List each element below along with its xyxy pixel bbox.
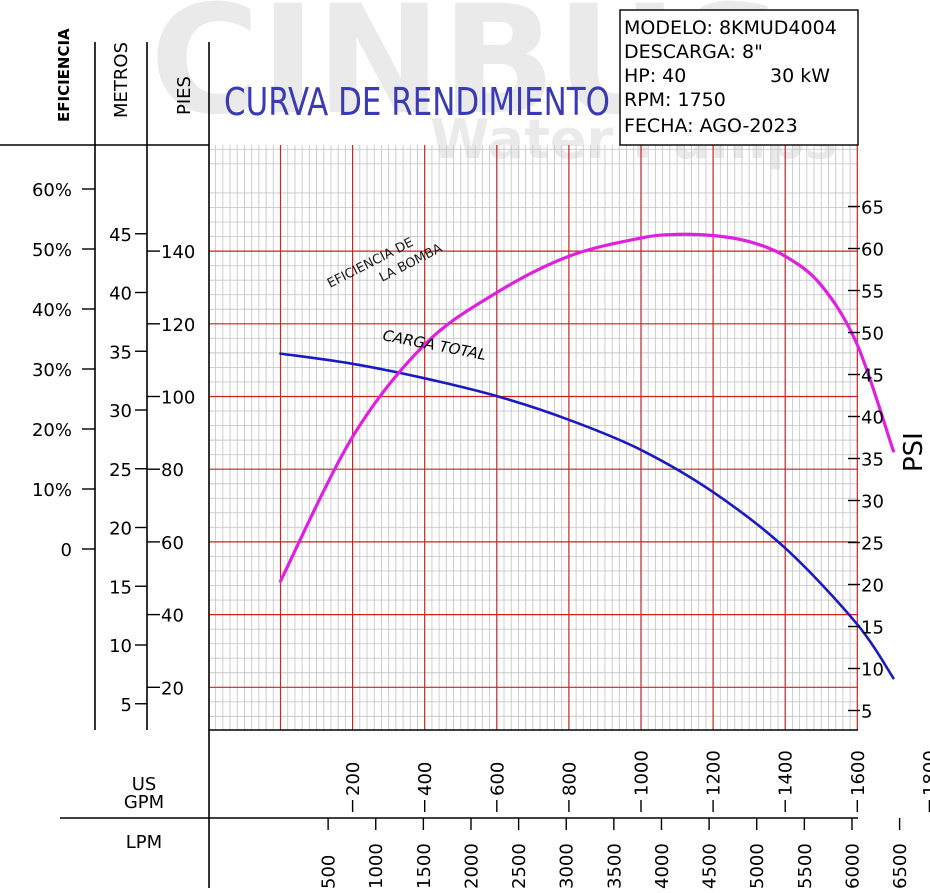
eficiencia-tick-label: 40% (32, 300, 72, 321)
pies-axis-title: PIES (174, 76, 195, 115)
metros-tick-label: 40 (109, 284, 132, 305)
lpm-tick-label: 4000 (652, 843, 673, 889)
lpm-tick-label: 6000 (842, 843, 863, 889)
eficiencia-tick-label: 10% (32, 480, 72, 501)
lpm-tick-label: 500 (319, 855, 340, 889)
psi-tick-label: 40 (861, 408, 884, 429)
lpm-tick-label: 5500 (795, 843, 816, 889)
pies-tick-label: 40 (161, 606, 184, 627)
lpm-tick-label: 4500 (700, 843, 721, 889)
carga-total-annotation: CARGA TOTAL (381, 326, 488, 364)
metros-tick-label: 35 (109, 342, 132, 363)
info-kw: 30 kW (770, 65, 830, 87)
info-box: MODELO: 8KMUD4004 DESCARGA: 8" HP: 40 30… (619, 9, 859, 146)
psi-tick-label: 10 (861, 660, 884, 681)
eficiencia-tick-label: 60% (32, 180, 72, 201)
metros-tick-label: 30 (109, 401, 132, 422)
axis-ticks: 20 40 60 80 100 120 140 5 10 15 20 25 30 35 40 45 0 10% 20… (32, 180, 930, 889)
gpm-tick-label: 1200 (704, 750, 725, 796)
metros-tick-label: 25 (109, 460, 132, 481)
psi-tick-label: 25 (861, 534, 884, 555)
lpm-tick-label: 1500 (414, 843, 435, 889)
psi-tick-label: 30 (861, 492, 884, 513)
metros-tick-label: 45 (109, 225, 132, 246)
info-descarga: DESCARGA: 8" (624, 41, 763, 63)
pies-tick-label: 120 (161, 315, 195, 336)
carga-total-curve (279, 352, 895, 680)
lpm-axis-title: LPM (126, 832, 162, 853)
eficiencia-axis-title: EFICIENCIA (55, 28, 73, 122)
gpm-tick-label: 600 (487, 762, 508, 796)
lpm-tick-label: 2000 (461, 843, 482, 889)
lpm-tick-label: 1000 (366, 843, 387, 889)
gpm-tick-label: 400 (415, 762, 436, 796)
psi-tick-label: 50 (861, 324, 884, 345)
lpm-tick-label: 2500 (509, 843, 530, 889)
gpm-tick-label: 1600 (848, 750, 869, 796)
axis-frame (0, 42, 858, 888)
info-hp: HP: 40 (624, 65, 686, 87)
gpm-tick-label: 1000 (632, 750, 653, 796)
info-box-frame (619, 9, 859, 146)
metros-tick-label: 5 (121, 695, 132, 716)
metros-tick-label: 10 (109, 636, 132, 657)
metros-axis-title: METROS (111, 42, 132, 118)
lpm-tick-label: 6500 (890, 843, 911, 889)
metros-tick-label: 20 (109, 519, 132, 540)
psi-tick-label: 45 (861, 366, 884, 387)
psi-tick-label: 20 (861, 576, 884, 597)
psi-tick-label: 60 (861, 240, 884, 261)
gpm-tick-label: 1800 (920, 750, 930, 796)
psi-tick-label: 55 (861, 282, 884, 303)
eficiencia-tick-label: 20% (32, 420, 72, 441)
pies-tick-label: 20 (161, 678, 184, 699)
pies-tick-label: 60 (161, 533, 184, 554)
gpm-tick-label: 1400 (776, 750, 797, 796)
info-modelo: MODELO: 8KMUD4004 (624, 17, 837, 39)
psi-tick-label: 65 (861, 198, 884, 219)
info-rpm: RPM: 1750 (624, 89, 726, 111)
grid (209, 145, 858, 730)
chart-title: CURVA DE RENDIMIENTO (224, 80, 610, 124)
gpm-axis-title-gpm: GPM (124, 792, 164, 813)
lpm-tick-label: 3000 (557, 843, 578, 889)
eficiencia-tick-label: 30% (32, 360, 72, 381)
psi-tick-label: 5 (861, 702, 872, 723)
eficiencia-curve (278, 232, 895, 583)
psi-axis-title: PSI (899, 432, 929, 472)
pies-tick-label: 140 (161, 242, 195, 263)
psi-tick-label: 15 (861, 618, 884, 639)
pies-tick-label: 100 (161, 388, 195, 409)
pies-tick-label: 80 (161, 460, 184, 481)
gpm-axis-title-us: US (132, 774, 157, 795)
info-fecha: FECHA: AGO-2023 (624, 115, 798, 137)
metros-tick-label: 15 (109, 577, 132, 598)
gpm-tick-label: 200 (343, 762, 364, 796)
eficiencia-tick-label: 0 (61, 540, 72, 561)
curves (278, 232, 895, 680)
psi-tick-label: 35 (861, 450, 884, 471)
eficiencia-tick-label: 50% (32, 240, 72, 261)
lpm-tick-label: 5000 (747, 843, 768, 889)
gpm-tick-label: 800 (559, 762, 580, 796)
lpm-tick-label: 3500 (604, 843, 625, 889)
